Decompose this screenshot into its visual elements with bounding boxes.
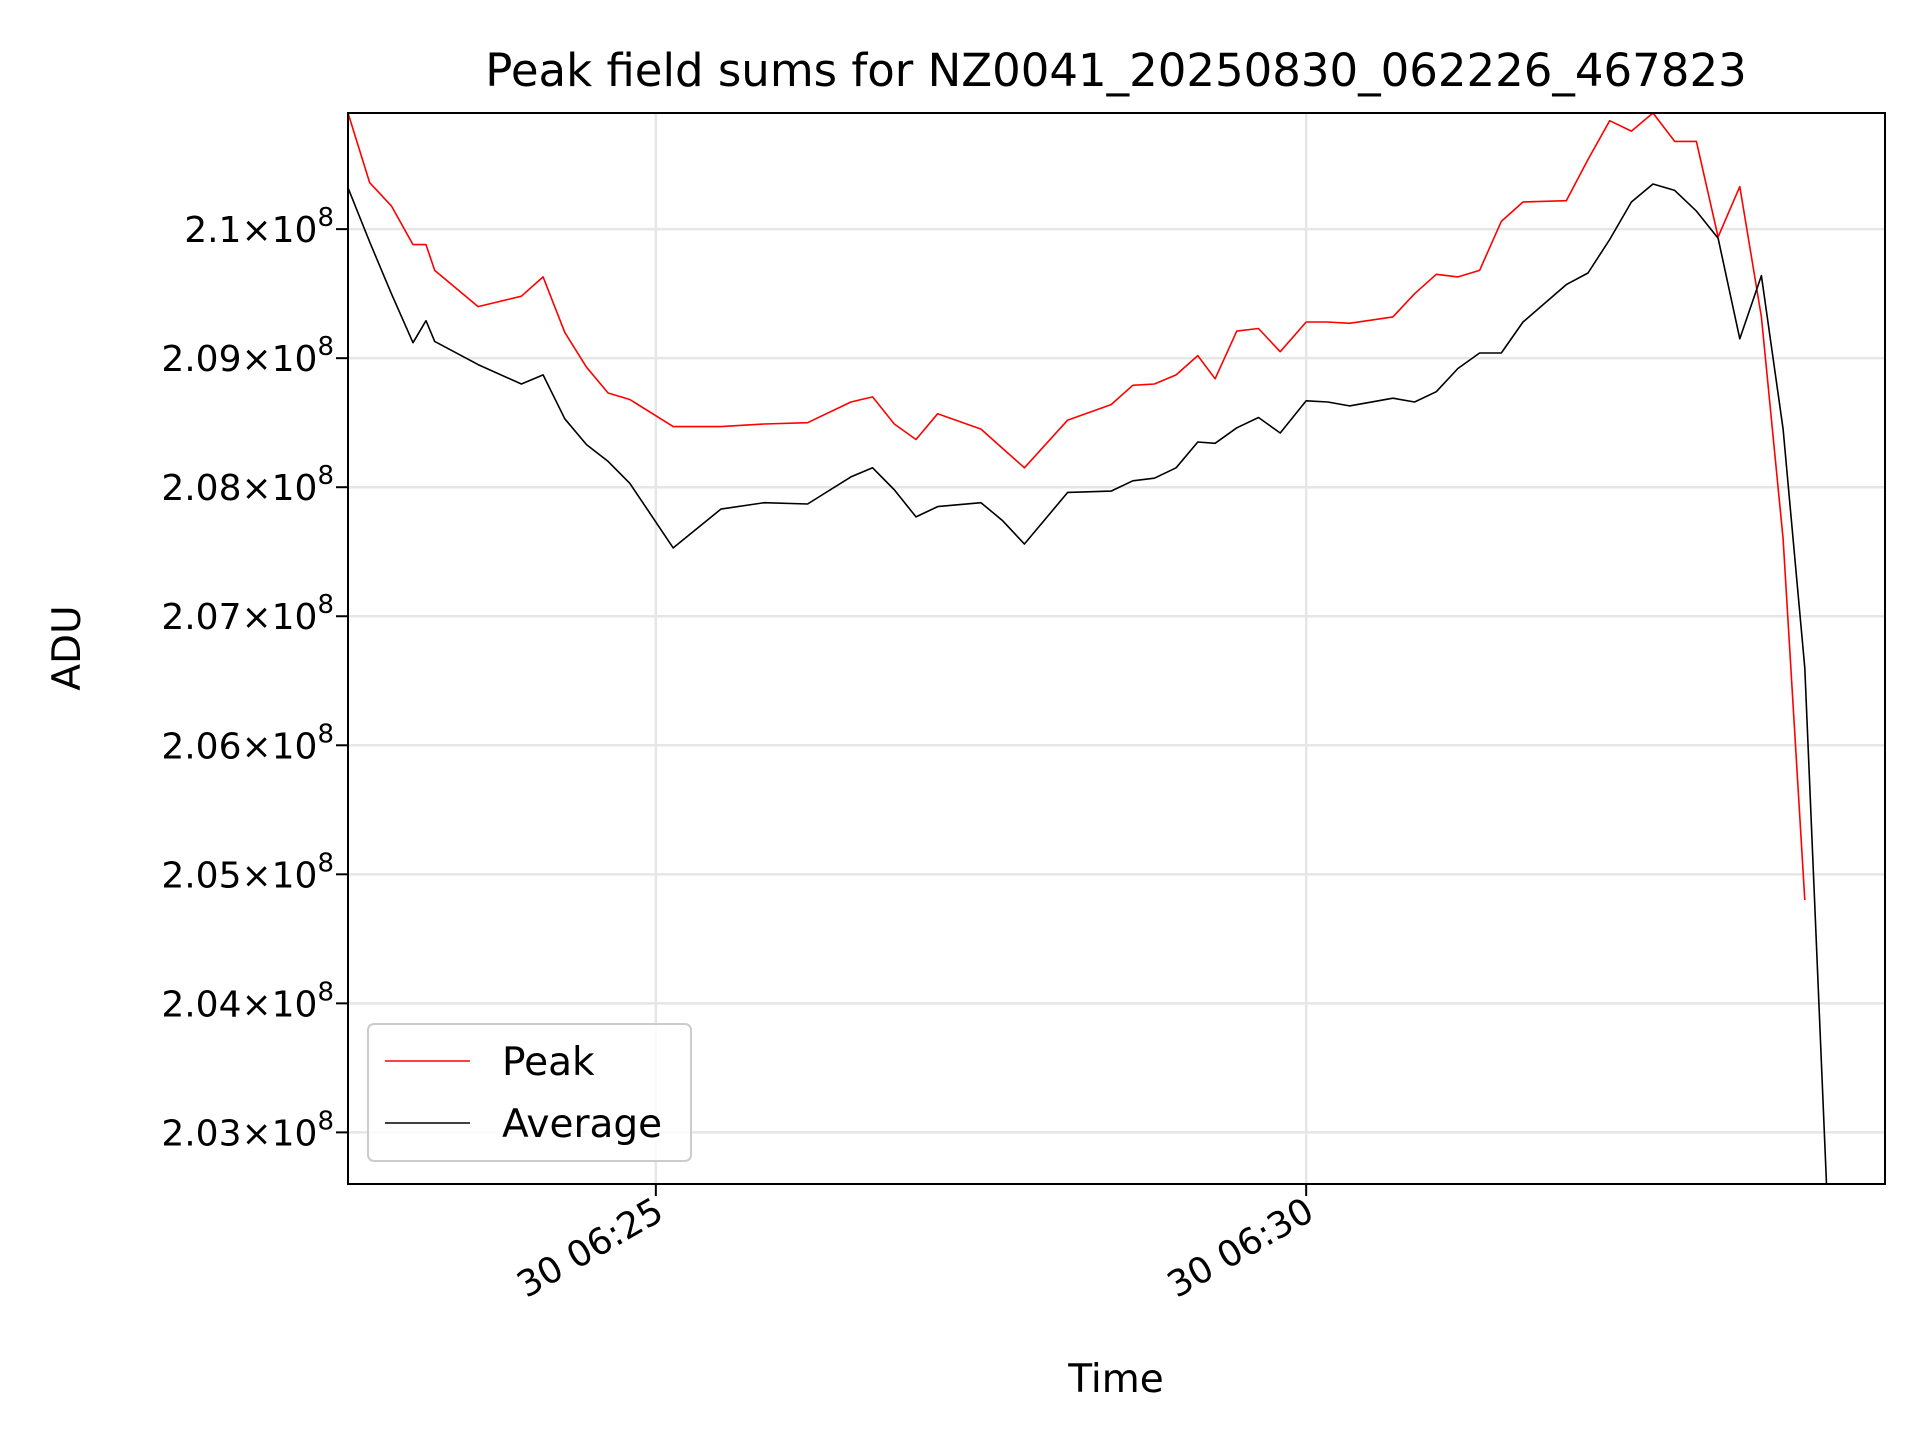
- y-tick-label: 2.05×108: [161, 848, 334, 896]
- y-tick-label: 2.03×108: [161, 1106, 334, 1154]
- plot-area: [347, 112, 1828, 1185]
- chart-title: Peak field sums for NZ0041_20250830_0622…: [485, 44, 1746, 97]
- grid-lines: [348, 113, 1885, 1184]
- y-axis-label: ADU: [45, 605, 90, 690]
- y-tick-label: 2.04×108: [161, 977, 334, 1025]
- y-tick-label: 2.06×108: [161, 719, 334, 767]
- series-line-peak: [347, 112, 1806, 901]
- series-line-average: [347, 183, 1828, 1185]
- plot-frame: [347, 112, 1886, 1185]
- legend-label-average: Average: [502, 1102, 662, 1147]
- y-tick-label: 2.07×108: [161, 590, 334, 638]
- y-tick-label: 2.1×108: [184, 203, 334, 251]
- y-tick-label: 2.09×108: [161, 332, 334, 380]
- x-axis-label: Time: [1067, 1357, 1163, 1402]
- y-axis: 2.03×108 2.04×108 2.05×108 2.06×108 2.07×108…: [161, 203, 348, 1154]
- legend-label-peak: Peak: [502, 1040, 595, 1085]
- legend-box: [367, 1023, 692, 1162]
- legend: Peak Average: [367, 1023, 692, 1162]
- y-tick-label: 2.08×108: [161, 461, 334, 509]
